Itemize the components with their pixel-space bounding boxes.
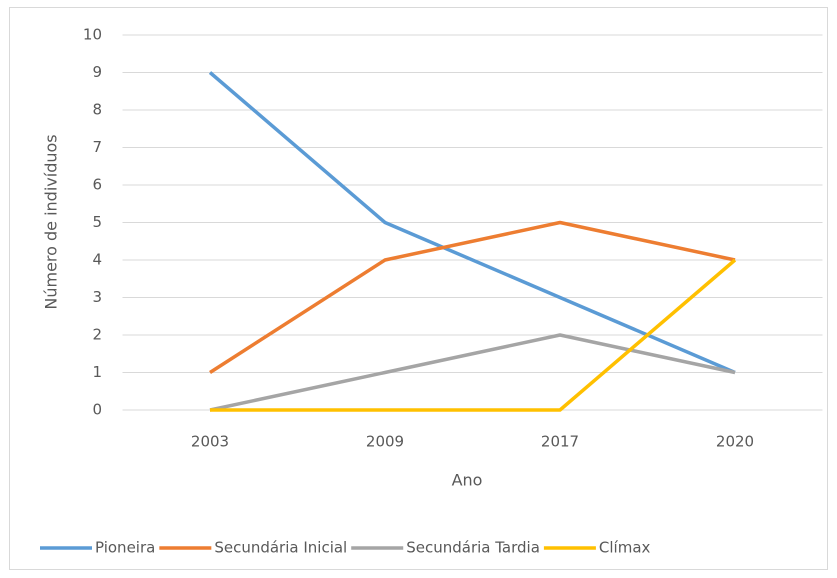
x-tick-label: 2009	[366, 433, 404, 451]
x-tick-label: 2020	[716, 433, 754, 451]
x-tick-label: 2003	[191, 433, 229, 451]
y-tick-label: 3	[92, 288, 102, 306]
y-tick-label: 10	[83, 26, 102, 44]
y-tick-label: 1	[92, 363, 102, 381]
y-tick-label: 9	[92, 63, 102, 81]
y-tick-label: 7	[92, 138, 102, 156]
legend-label: Secundária Tardia	[406, 539, 540, 557]
legend-label: Pioneira	[95, 539, 155, 557]
y-tick-label: 0	[92, 401, 102, 419]
y-tick-label: 2	[92, 326, 102, 344]
series-line	[209, 333, 736, 412]
y-tick-label: 5	[92, 213, 102, 231]
legend-label: Clímax	[599, 539, 651, 557]
y-axis-label: Número de indivíduos	[42, 134, 61, 309]
y-tick-label: 4	[92, 251, 102, 269]
series-line	[210, 258, 737, 412]
legend-label: Secundária Inicial	[214, 539, 347, 557]
x-axis-label: Ano	[452, 471, 483, 490]
chart-border	[9, 7, 828, 570]
y-tick-label: 8	[92, 101, 102, 119]
x-tick-label: 2017	[541, 433, 579, 451]
series-line	[209, 220, 736, 374]
y-tick-label: 6	[92, 176, 102, 194]
